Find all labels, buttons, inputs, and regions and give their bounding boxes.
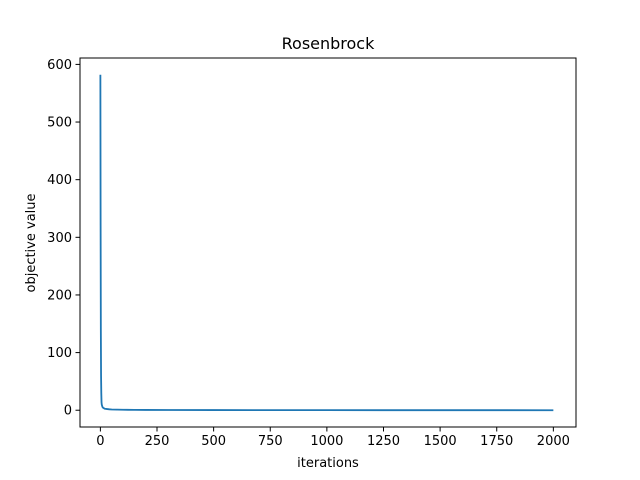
y-tick-label: 600 (47, 58, 72, 73)
x-tick-label: 250 (145, 434, 170, 449)
x-tick-label: 1750 (480, 434, 513, 449)
plot-area: 0 250 500 750 1000 1250 1500 1750 2000 0 100 200 300… (47, 57, 577, 449)
chart-title: Rosenbrock (282, 34, 375, 53)
x-tick-label: 1250 (367, 434, 400, 449)
x-tick-label: 1500 (424, 434, 457, 449)
x-tick-label: 1000 (310, 434, 343, 449)
x-tick-label: 0 (96, 434, 104, 449)
x-axis-label: iterations (297, 456, 359, 471)
y-tick-label: 400 (47, 173, 72, 188)
axes-frame (79, 57, 577, 428)
series-line-0 (99, 74, 554, 412)
y-axis-label: objective value (24, 193, 39, 292)
y-tick-label: 300 (47, 231, 72, 246)
y-tick-label: 100 (47, 346, 72, 361)
x-tick-label: 500 (201, 434, 226, 449)
y-tick-label: 0 (64, 404, 72, 419)
x-tick-label: 2000 (537, 434, 570, 449)
y-tick-label: 500 (47, 116, 72, 131)
x-tick-label: 750 (258, 434, 283, 449)
y-tick-label: 200 (47, 288, 72, 303)
